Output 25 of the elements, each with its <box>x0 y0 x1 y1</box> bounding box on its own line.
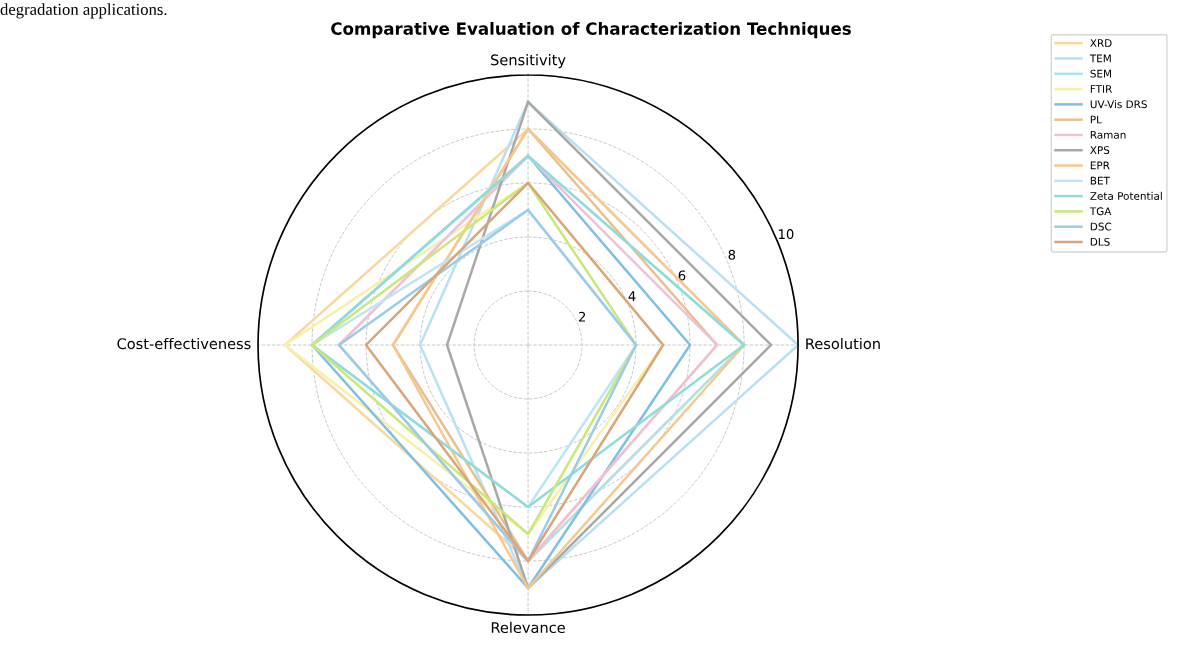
legend-label: UV-Vis DRS <box>1090 100 1147 109</box>
legend-label: FTIR <box>1090 85 1112 93</box>
legend-label: XRD <box>1090 39 1112 47</box>
y-tick-label: 8 <box>728 249 736 260</box>
y-tick-label: 10 <box>778 229 794 240</box>
legend-label: PL <box>1090 115 1102 124</box>
y-tick-label: 2 <box>578 311 586 322</box>
legend-label: Zeta Potential <box>1090 191 1162 200</box>
legend-label: XPS <box>1090 146 1110 155</box>
chart-title: Comparative Evaluation of Characterization Techniques <box>331 22 851 39</box>
spoke-label: Relevance <box>491 621 565 634</box>
spoke-label: Sensitivity <box>491 54 566 69</box>
legend-label: DLS <box>1090 237 1110 246</box>
legend-label: SEM <box>1090 69 1111 78</box>
spoke-label: Cost-effectiveness <box>117 337 251 350</box>
legend-label: BET <box>1090 176 1110 185</box>
y-tick-label: 4 <box>628 291 636 301</box>
legend-label: TGA <box>1089 207 1112 216</box>
legend-label: DSC <box>1090 222 1112 231</box>
y-tick-label: 6 <box>678 270 686 281</box>
spoke-label: Resolution <box>806 337 880 350</box>
legend-label: TEM <box>1089 54 1111 63</box>
legend-label: Raman <box>1090 131 1126 139</box>
text: degradation applications. <box>0 3 167 19</box>
legend-label: EPR <box>1090 161 1110 170</box>
